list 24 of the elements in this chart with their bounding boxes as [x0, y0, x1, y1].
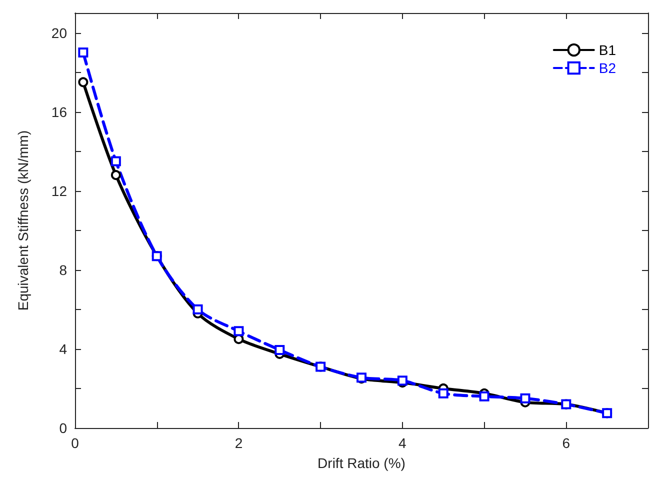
point [520, 393, 530, 404]
point [438, 388, 448, 398]
y-tick-label: 0 [59, 420, 68, 436]
point [110, 170, 121, 180]
legend-label: B1 [598, 42, 616, 58]
point [110, 156, 121, 166]
legend-label: B2 [598, 60, 616, 76]
point [479, 391, 490, 402]
point [78, 77, 88, 88]
x-tick-label: 6 [562, 435, 570, 451]
y-tick-label: 16 [51, 104, 68, 120]
y-axis-title: Equivalent Stiffness (kN/mm) [15, 130, 31, 311]
y-tick-label: 12 [51, 182, 68, 199]
point [234, 326, 244, 336]
point [274, 344, 285, 355]
y-tick-label: 8 [59, 262, 68, 278]
x-tick-label: 2 [234, 435, 243, 451]
y-tick-label: 20 [51, 24, 68, 41]
point [78, 48, 88, 58]
point [192, 304, 203, 314]
y-tick-label: 4 [59, 340, 68, 357]
x-axis-title: Drift Ratio (%) [318, 455, 406, 471]
x-tick-label: 0 [71, 435, 80, 451]
x-tick-label: 4 [398, 435, 407, 451]
